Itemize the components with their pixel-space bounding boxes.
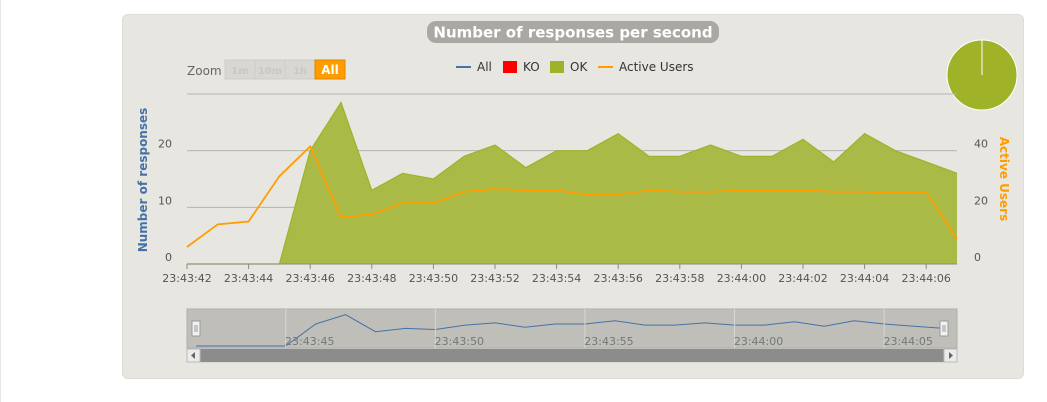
legend-label: KO (523, 60, 540, 74)
zoom-button-label: 1h (293, 66, 307, 77)
scrollbar-right-button[interactable] (943, 348, 958, 363)
legend-label: All (477, 60, 492, 74)
navigator-tick-label: 23:43:50 (435, 335, 484, 348)
x-tick-label: 23:44:06 (901, 272, 950, 285)
chart-title-background (427, 21, 719, 43)
page-edge (0, 0, 1, 402)
legend-square-symbol (550, 61, 564, 73)
handle-body (191, 320, 201, 337)
navigator-selected-range[interactable] (187, 309, 957, 348)
navigator-background (186, 308, 958, 349)
x-tick-label: 23:43:54 (532, 272, 581, 285)
legend-item-active-users[interactable]: Active Users (598, 60, 694, 74)
y-right-tick-label: 20 (974, 194, 988, 207)
scrollbar-left-button[interactable] (186, 348, 201, 363)
y-right-tick-label: 0 (974, 251, 981, 264)
legend-label: OK (570, 60, 588, 74)
legend-square-symbol (503, 61, 517, 73)
y-left-tick-label: 10 (158, 194, 172, 207)
series-active-users-line (186, 144, 958, 248)
legend-item-all[interactable]: All (456, 60, 492, 74)
y-left-tick-label: 0 (165, 251, 172, 264)
navigator-right-handle[interactable] (939, 320, 949, 337)
legend-label: Active Users (619, 60, 694, 74)
x-tick-label: 23:43:44 (224, 272, 273, 285)
x-tick-label: 23:43:48 (347, 272, 396, 285)
navigator-series-line (196, 314, 945, 347)
arrow-left-icon (191, 352, 195, 359)
x-tick-label: 23:44:02 (778, 272, 827, 285)
x-tick-label: 23:43:56 (593, 272, 642, 285)
zoom-button-label: 10m (258, 66, 282, 77)
x-tick-label: 23:43:58 (655, 272, 704, 285)
x-tick-label: 23:43:52 (470, 272, 519, 285)
navigator-tick-label: 23:44:05 (883, 335, 932, 348)
y-right-tick-label: 40 (974, 138, 988, 151)
x-tick-label: 23:43:42 (162, 272, 211, 285)
handle-body (939, 320, 949, 337)
navigator-tick-label: 23:43:55 (584, 335, 633, 348)
zoom-button-label: 1m (231, 66, 248, 77)
zoom-button-all[interactable] (314, 59, 346, 80)
legend-item-ok[interactable]: OK (550, 60, 588, 74)
x-tick-label: 23:44:00 (717, 272, 766, 285)
y-axis-left-title: Number of responses (136, 108, 150, 253)
series-ok-line (187, 101, 958, 265)
y-axis-right-title: Active Users (997, 137, 1011, 221)
y-left-tick-label: 20 (158, 138, 172, 151)
chart-title: Number of responses per second (433, 24, 712, 42)
zoom-button-label: All (321, 63, 339, 77)
scrollbar-thumb[interactable] (200, 349, 944, 362)
navigator-left-handle[interactable] (191, 320, 201, 337)
x-tick-label: 23:44:04 (840, 272, 889, 285)
navigator-tick-label: 23:43:45 (285, 335, 334, 348)
navigator-tick-label: 23:44:00 (734, 335, 783, 348)
legend-item-ko[interactable]: KO (503, 60, 540, 74)
series-ok-area (187, 102, 957, 264)
arrow-right-icon (949, 352, 953, 359)
x-tick-label: 23:43:50 (409, 272, 458, 285)
x-tick-label: 23:43:46 (285, 272, 334, 285)
zoom-label: Zoom (187, 64, 222, 78)
